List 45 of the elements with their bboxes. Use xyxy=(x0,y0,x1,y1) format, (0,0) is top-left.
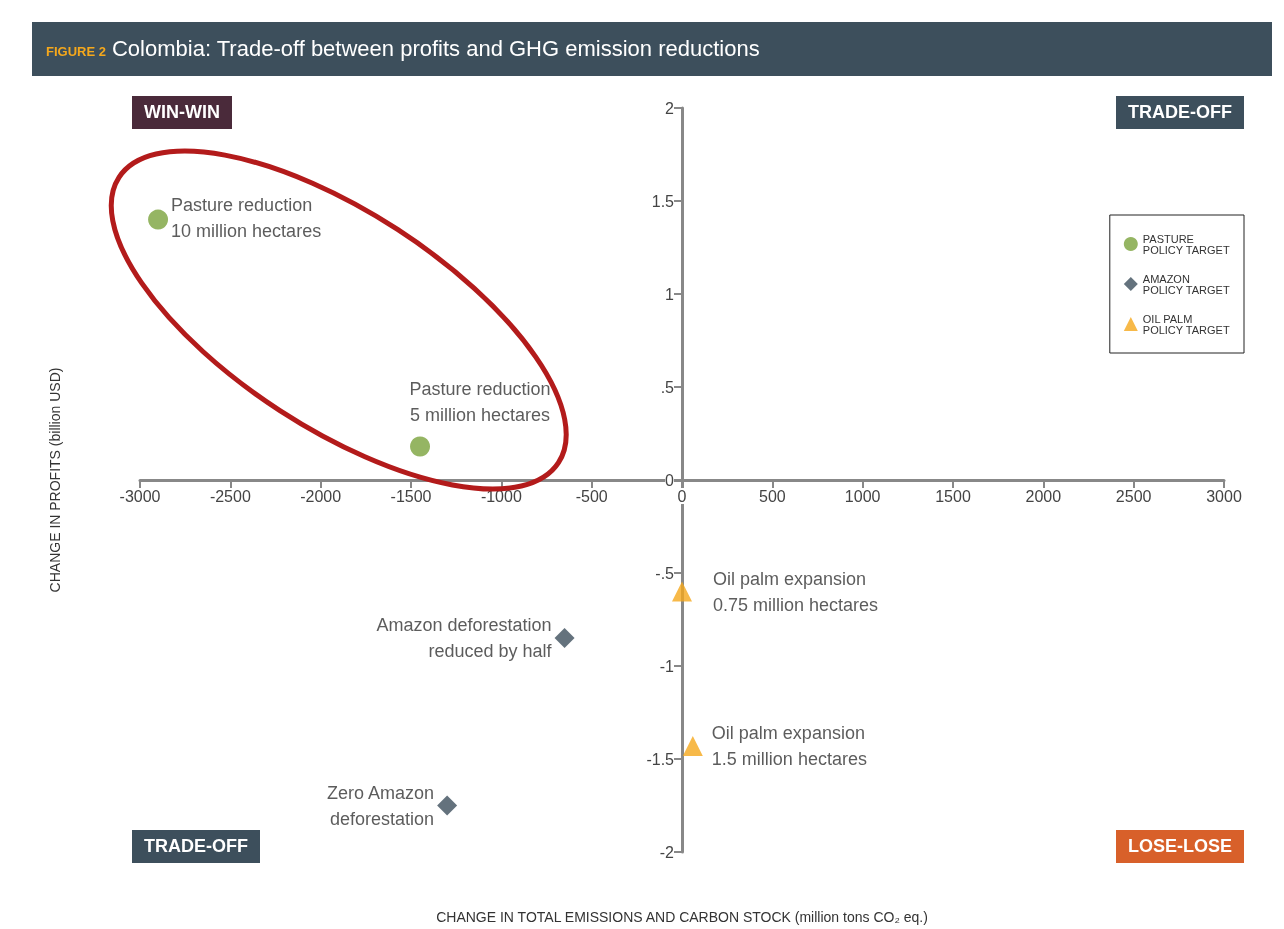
point xyxy=(148,209,169,230)
x-tick-label: 2500 xyxy=(1115,487,1152,505)
y-tick-label: 1.5 xyxy=(651,192,675,210)
x-tick-label: 3000 xyxy=(1206,487,1242,505)
x-tick-label: -1000 xyxy=(480,487,522,505)
y-tick-label: .5 xyxy=(660,378,675,396)
annotation: Pasture reduction 5 million hectares xyxy=(409,378,551,425)
y-tick-label: 1 xyxy=(665,285,675,303)
x-tick-label: -1500 xyxy=(390,487,432,505)
x-tick-label: 2000 xyxy=(1025,487,1062,505)
point xyxy=(410,436,431,457)
x-tick-label: 500 xyxy=(758,487,786,505)
annotation: Pasture reduction 10 million hectares xyxy=(171,194,322,241)
y-tick-label: -2 xyxy=(659,843,675,861)
y-tick-label: -1.5 xyxy=(646,750,675,768)
y-tick-label: -1 xyxy=(659,657,675,675)
annotation: TRADE-OFF xyxy=(132,830,260,863)
legend-label: OIL PALM POLICY TARGET xyxy=(1142,312,1230,336)
x-tick-label: 0 xyxy=(677,487,687,505)
x-tick-label: 1000 xyxy=(844,487,881,505)
point xyxy=(672,581,692,602)
y-tick-label: -.5 xyxy=(655,564,675,582)
legend-label: AMAZON POLICY TARGET xyxy=(1142,272,1230,296)
chart-subtitle: FIGURE 2 xyxy=(46,44,106,59)
y-axis-title: CHANGE IN PROFITS (billion USD) xyxy=(47,367,63,593)
annotation: Oil palm expansion 0.75 million hectares xyxy=(713,568,879,615)
y-tick-label: 2 xyxy=(665,99,675,117)
annotation: Zero Amazon deforestation xyxy=(327,782,435,829)
point xyxy=(437,795,458,816)
x-axis-title: CHANGE IN TOTAL EMISSIONS AND CARBON STOCK (million tons CO₂ eq.) xyxy=(436,909,928,925)
point xyxy=(554,628,575,649)
x-tick-label: -3000 xyxy=(119,487,161,505)
x-tick-label: -2000 xyxy=(300,487,342,505)
y-tick-label: 0 xyxy=(665,471,675,489)
legend-label: PASTURE POLICY TARGET xyxy=(1142,232,1230,256)
point xyxy=(682,735,703,756)
x-tick-label: 1500 xyxy=(935,487,971,505)
x-tick-label: -2500 xyxy=(209,487,251,505)
annotation: WIN-WIN xyxy=(132,96,232,129)
annotation: LOSE-LOSE xyxy=(1115,830,1244,863)
chart-title: Colombia: Trade-off between profits and GHG emission reductions xyxy=(111,36,760,61)
annotation: Amazon deforestation reduced by half xyxy=(376,615,553,662)
annotation: Oil palm expansion 1.5 million hectares xyxy=(711,722,867,769)
x-tick-label: -500 xyxy=(575,487,608,505)
annotation: TRADE-OFF xyxy=(1116,96,1244,129)
